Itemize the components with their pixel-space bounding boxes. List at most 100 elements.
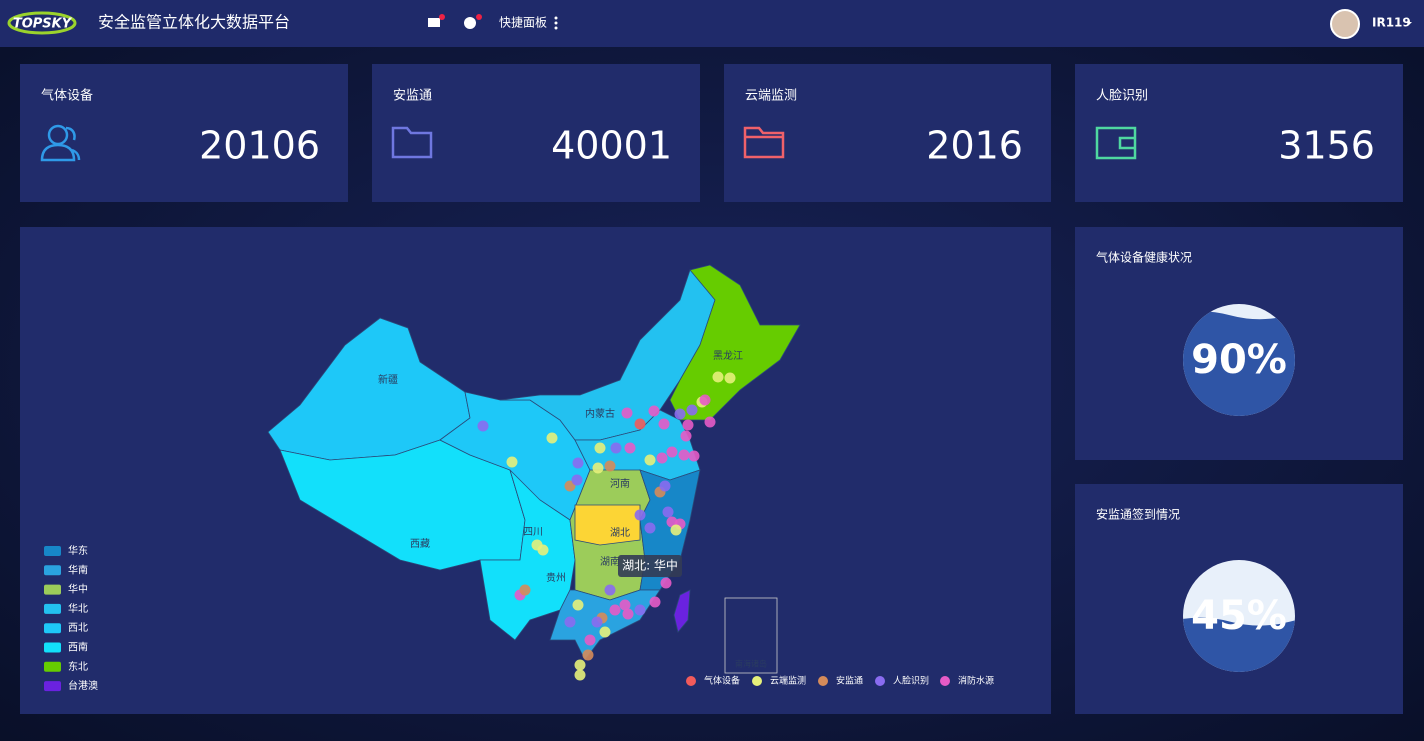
map-point — [656, 452, 668, 464]
user-caret[interactable] — [1406, 22, 1412, 25]
map-point — [659, 480, 671, 492]
province-label: 湖北 — [610, 527, 630, 539]
legend-dot — [875, 676, 885, 686]
map-point — [686, 404, 698, 416]
map-tooltip: 湖北: 华中 — [622, 558, 678, 573]
more-icon[interactable] — [554, 16, 558, 30]
legend-swatch — [44, 584, 61, 595]
top-bar — [0, 0, 1424, 47]
map-point — [674, 408, 686, 420]
map-point — [670, 524, 682, 536]
map-point — [658, 418, 670, 430]
gauge-water — [1183, 311, 1295, 416]
legend-label: 气体设备 — [704, 675, 740, 687]
card-value: 3156 — [1278, 124, 1375, 168]
card-value: 20106 — [199, 124, 320, 168]
tooltip-box — [618, 555, 682, 577]
map-point — [680, 430, 692, 442]
map-point — [477, 420, 489, 432]
province-label: 四川 — [523, 527, 543, 538]
map-point — [688, 450, 700, 462]
map-point — [582, 649, 594, 661]
china-map — [267, 264, 801, 674]
province-label: 贵州 — [546, 571, 566, 584]
legend-dot — [752, 676, 762, 686]
map-point — [622, 608, 634, 620]
province-label: 黑龙江 — [713, 349, 743, 362]
map-point — [591, 616, 603, 628]
map-point — [666, 446, 678, 458]
gauge-title: 气体设备健康状况 — [1096, 250, 1192, 265]
province-label: 南海诸岛 — [735, 659, 767, 669]
map-point — [506, 456, 518, 468]
legend-label: 安监通 — [836, 675, 863, 687]
map-point — [610, 442, 622, 454]
map-point — [704, 416, 716, 428]
map-point — [621, 407, 633, 419]
legend-dot — [686, 676, 696, 686]
mail-icon[interactable] — [428, 14, 445, 27]
gauge-label: 90% — [1191, 337, 1287, 383]
logo: TOPSKY — [13, 17, 73, 32]
map-point — [592, 462, 604, 474]
map-point — [634, 509, 646, 521]
map-point — [624, 442, 636, 454]
legend-label: 华北 — [68, 602, 88, 615]
map-point — [682, 419, 694, 431]
task-icon[interactable] — [464, 14, 482, 29]
logo-swoosh — [7, 11, 77, 35]
legend-label: 西南 — [68, 641, 88, 654]
legend-dot — [818, 676, 828, 686]
legend-swatch — [44, 623, 61, 634]
map-point — [649, 596, 661, 608]
map-point — [648, 405, 660, 417]
gauge-label: 45% — [1191, 593, 1287, 639]
map-region[interactable] — [673, 589, 691, 633]
map-point — [604, 584, 616, 596]
legend-swatch — [44, 546, 61, 556]
user-name[interactable]: IR119 — [1372, 16, 1411, 30]
map-point — [634, 418, 646, 430]
map-point — [644, 522, 656, 534]
map-point — [678, 449, 690, 461]
province-label: 河南 — [610, 477, 630, 490]
legend-label: 西北 — [68, 622, 88, 634]
map-point — [609, 604, 621, 616]
legend-swatch — [44, 661, 61, 672]
card-label: 人脸识别 — [1096, 89, 1148, 104]
app-title: 安全监管立体化大数据平台 — [98, 13, 290, 32]
map-point — [574, 669, 586, 681]
map-point — [594, 442, 606, 454]
legend-label: 人脸识别 — [893, 675, 929, 687]
legend-label: 东北 — [68, 660, 88, 673]
map-point — [662, 506, 674, 518]
map-point — [699, 394, 711, 406]
legend-dot — [940, 676, 950, 686]
map-region[interactable] — [669, 264, 801, 421]
avatar[interactable] — [1330, 9, 1360, 39]
map-point — [724, 372, 736, 384]
map-point — [519, 584, 531, 596]
map-point — [564, 616, 576, 628]
map-point — [571, 474, 583, 486]
quick-panel[interactable]: 快捷面板 — [499, 16, 547, 30]
card-label: 云端监测 — [745, 89, 797, 104]
gauge-title: 安监通签到情况 — [1096, 507, 1180, 522]
map-point — [546, 432, 558, 444]
map-point — [634, 604, 646, 616]
map-point — [572, 599, 584, 611]
legend-swatch — [44, 565, 61, 576]
map-point — [644, 454, 656, 466]
legend-label: 华中 — [68, 583, 88, 596]
province-label: 湖南 — [600, 555, 620, 568]
stat-card — [1075, 64, 1403, 202]
map-point — [660, 577, 672, 589]
map-point — [619, 599, 631, 611]
card-label: 安监通 — [393, 89, 432, 104]
map-point — [599, 626, 611, 638]
province-label: 新疆 — [378, 373, 398, 386]
map-point — [712, 371, 724, 383]
legend-label: 华南 — [68, 563, 88, 576]
legend-swatch — [44, 642, 61, 653]
